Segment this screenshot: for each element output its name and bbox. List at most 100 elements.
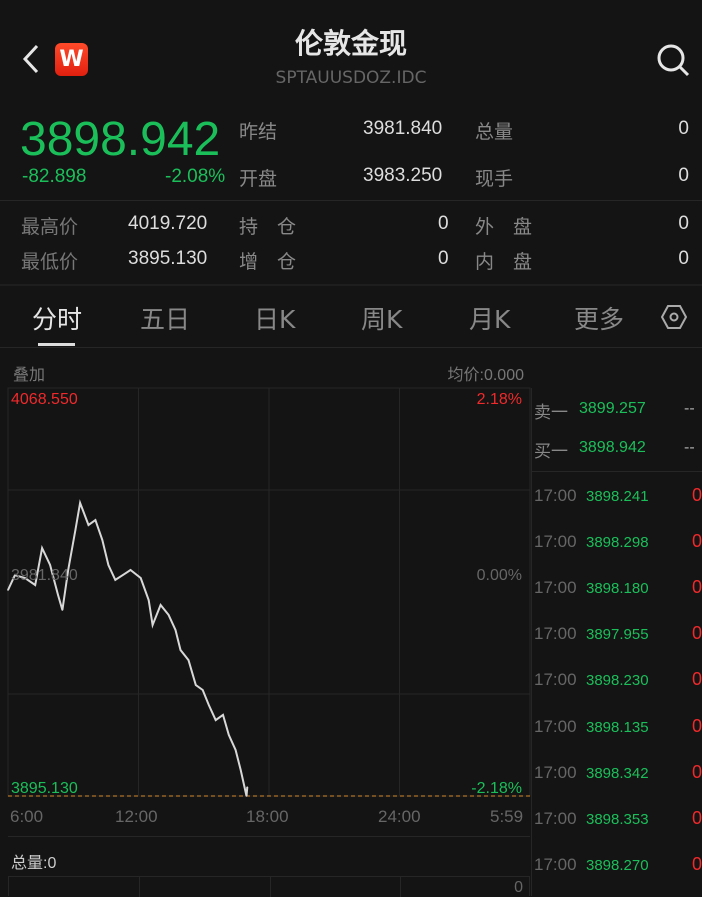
- price-point: [101, 539, 104, 541]
- price-change-pct: -2.08%: [165, 166, 226, 187]
- symbol-code: SPTAUUSDOZ.IDC: [275, 68, 427, 88]
- last-vol-value: 0: [678, 165, 689, 186]
- price-point: [208, 704, 210, 706]
- volume-chart: 0: [8, 876, 530, 897]
- price-point: [179, 649, 182, 651]
- y-label-top-pct: 2.18%: [476, 391, 522, 408]
- trade-price: 3898.135: [586, 718, 649, 736]
- trade-price: 3898.298: [586, 534, 649, 552]
- ask-price: 3899.257: [579, 400, 646, 417]
- price-point: [187, 659, 190, 661]
- divider: [0, 284, 702, 286]
- trade-price: 3898.270: [586, 856, 649, 874]
- trade-time: 17:00: [534, 624, 577, 644]
- tab-five-day[interactable]: 五日: [140, 305, 191, 334]
- price-point: [14, 574, 16, 576]
- price-point: [7, 589, 9, 591]
- divider: [531, 388, 532, 896]
- price-point: [74, 529, 77, 531]
- price-point: [129, 569, 132, 571]
- divider: [0, 200, 702, 201]
- tab-intraday[interactable]: 分时: [32, 305, 83, 334]
- trade-volume: 0: [692, 853, 702, 874]
- chevron-left-icon[interactable]: [20, 42, 42, 76]
- avg-price: 均价:0.000: [447, 367, 525, 384]
- trade-volume: 0: [692, 577, 702, 598]
- trade-time: 17:00: [534, 808, 577, 828]
- open-value: 3983.250: [363, 165, 443, 186]
- price-point: [151, 624, 154, 626]
- trade-volume: 0: [692, 531, 702, 552]
- tab-weekly-k[interactable]: 周K: [361, 305, 403, 334]
- trade-volume: 0: [692, 715, 702, 736]
- trade-volume: 0: [692, 761, 702, 782]
- price-point: [139, 577, 142, 579]
- trade-time: 17:00: [534, 670, 577, 690]
- price-point: [167, 614, 170, 616]
- low-label: 最低价: [21, 251, 79, 273]
- trade-price: 3898.342: [586, 764, 649, 782]
- y-label-bottom-pct: -2.18%: [471, 780, 522, 797]
- app-logo: W: [55, 43, 88, 76]
- inner-value: 0: [678, 248, 689, 269]
- oi-change-label: 增 仓: [239, 251, 297, 273]
- tab-more[interactable]: 更多: [574, 305, 625, 334]
- bid-volume: --: [684, 439, 695, 456]
- oi-label: 持 仓: [239, 216, 297, 238]
- trade-time: 17:00: [534, 532, 577, 552]
- trade-time: 17:00: [534, 716, 577, 736]
- active-tab-indicator: [38, 343, 75, 346]
- trade-volume: 0: [692, 807, 702, 828]
- price-point: [214, 719, 217, 721]
- ask-label: 卖一: [534, 403, 568, 423]
- prev-close-label: 昨结: [239, 121, 278, 143]
- price-point: [246, 786, 249, 788]
- trade-price: 3898.353: [586, 810, 649, 828]
- price-point: [67, 569, 69, 571]
- y-label-mid-pct: 0.00%: [476, 567, 522, 584]
- divider: [0, 347, 702, 348]
- volume-axis-value: 0: [514, 879, 523, 896]
- volume-total: 总量:0: [11, 855, 57, 872]
- price-point: [61, 609, 64, 611]
- trade-price: 3898.241: [586, 488, 649, 505]
- trade-time: 17:00: [534, 486, 577, 505]
- volume-value: 0: [678, 118, 689, 139]
- price-point: [87, 524, 90, 526]
- bid-price: 3898.942: [579, 439, 646, 456]
- last-price: 3898.942: [20, 113, 221, 166]
- prev-close-value: 3981.840: [363, 118, 443, 139]
- last-vol-label: 现手: [475, 168, 514, 190]
- tab-daily-k[interactable]: 日K: [254, 305, 296, 334]
- price-point: [79, 502, 81, 504]
- price-point: [239, 769, 242, 771]
- overlay-button[interactable]: 叠加: [13, 367, 46, 384]
- price-point: [159, 604, 162, 606]
- tab-monthly-k[interactable]: 月K: [469, 305, 511, 334]
- x-tick: 18:00: [246, 807, 289, 826]
- divider: [8, 836, 530, 837]
- hexagon-settings-icon[interactable]: [661, 304, 687, 330]
- oi-value: 0: [438, 213, 449, 234]
- search-icon[interactable]: [655, 42, 691, 78]
- trade-time: 17:00: [534, 578, 577, 598]
- price-point: [94, 519, 97, 521]
- price-point: [41, 547, 43, 549]
- y-label-mid: 3981.840: [11, 567, 78, 584]
- price-point: [107, 564, 110, 566]
- price-point: [222, 714, 224, 716]
- ask-volume: --: [684, 400, 695, 417]
- trade-volume: 0: [692, 669, 702, 690]
- price-line: [7, 499, 249, 797]
- price-point: [114, 579, 117, 581]
- x-tick: 24:00: [378, 807, 421, 826]
- outer-value: 0: [678, 213, 689, 234]
- intraday-chart[interactable]: [0, 380, 532, 800]
- price-point: [34, 584, 36, 586]
- trade-price: 3897.955: [586, 626, 649, 644]
- y-label-top: 4068.550: [11, 391, 78, 408]
- outer-label: 外 盘: [475, 216, 533, 238]
- open-label: 开盘: [239, 168, 278, 190]
- trade-time: 17:00: [534, 854, 577, 874]
- price-point: [24, 577, 26, 579]
